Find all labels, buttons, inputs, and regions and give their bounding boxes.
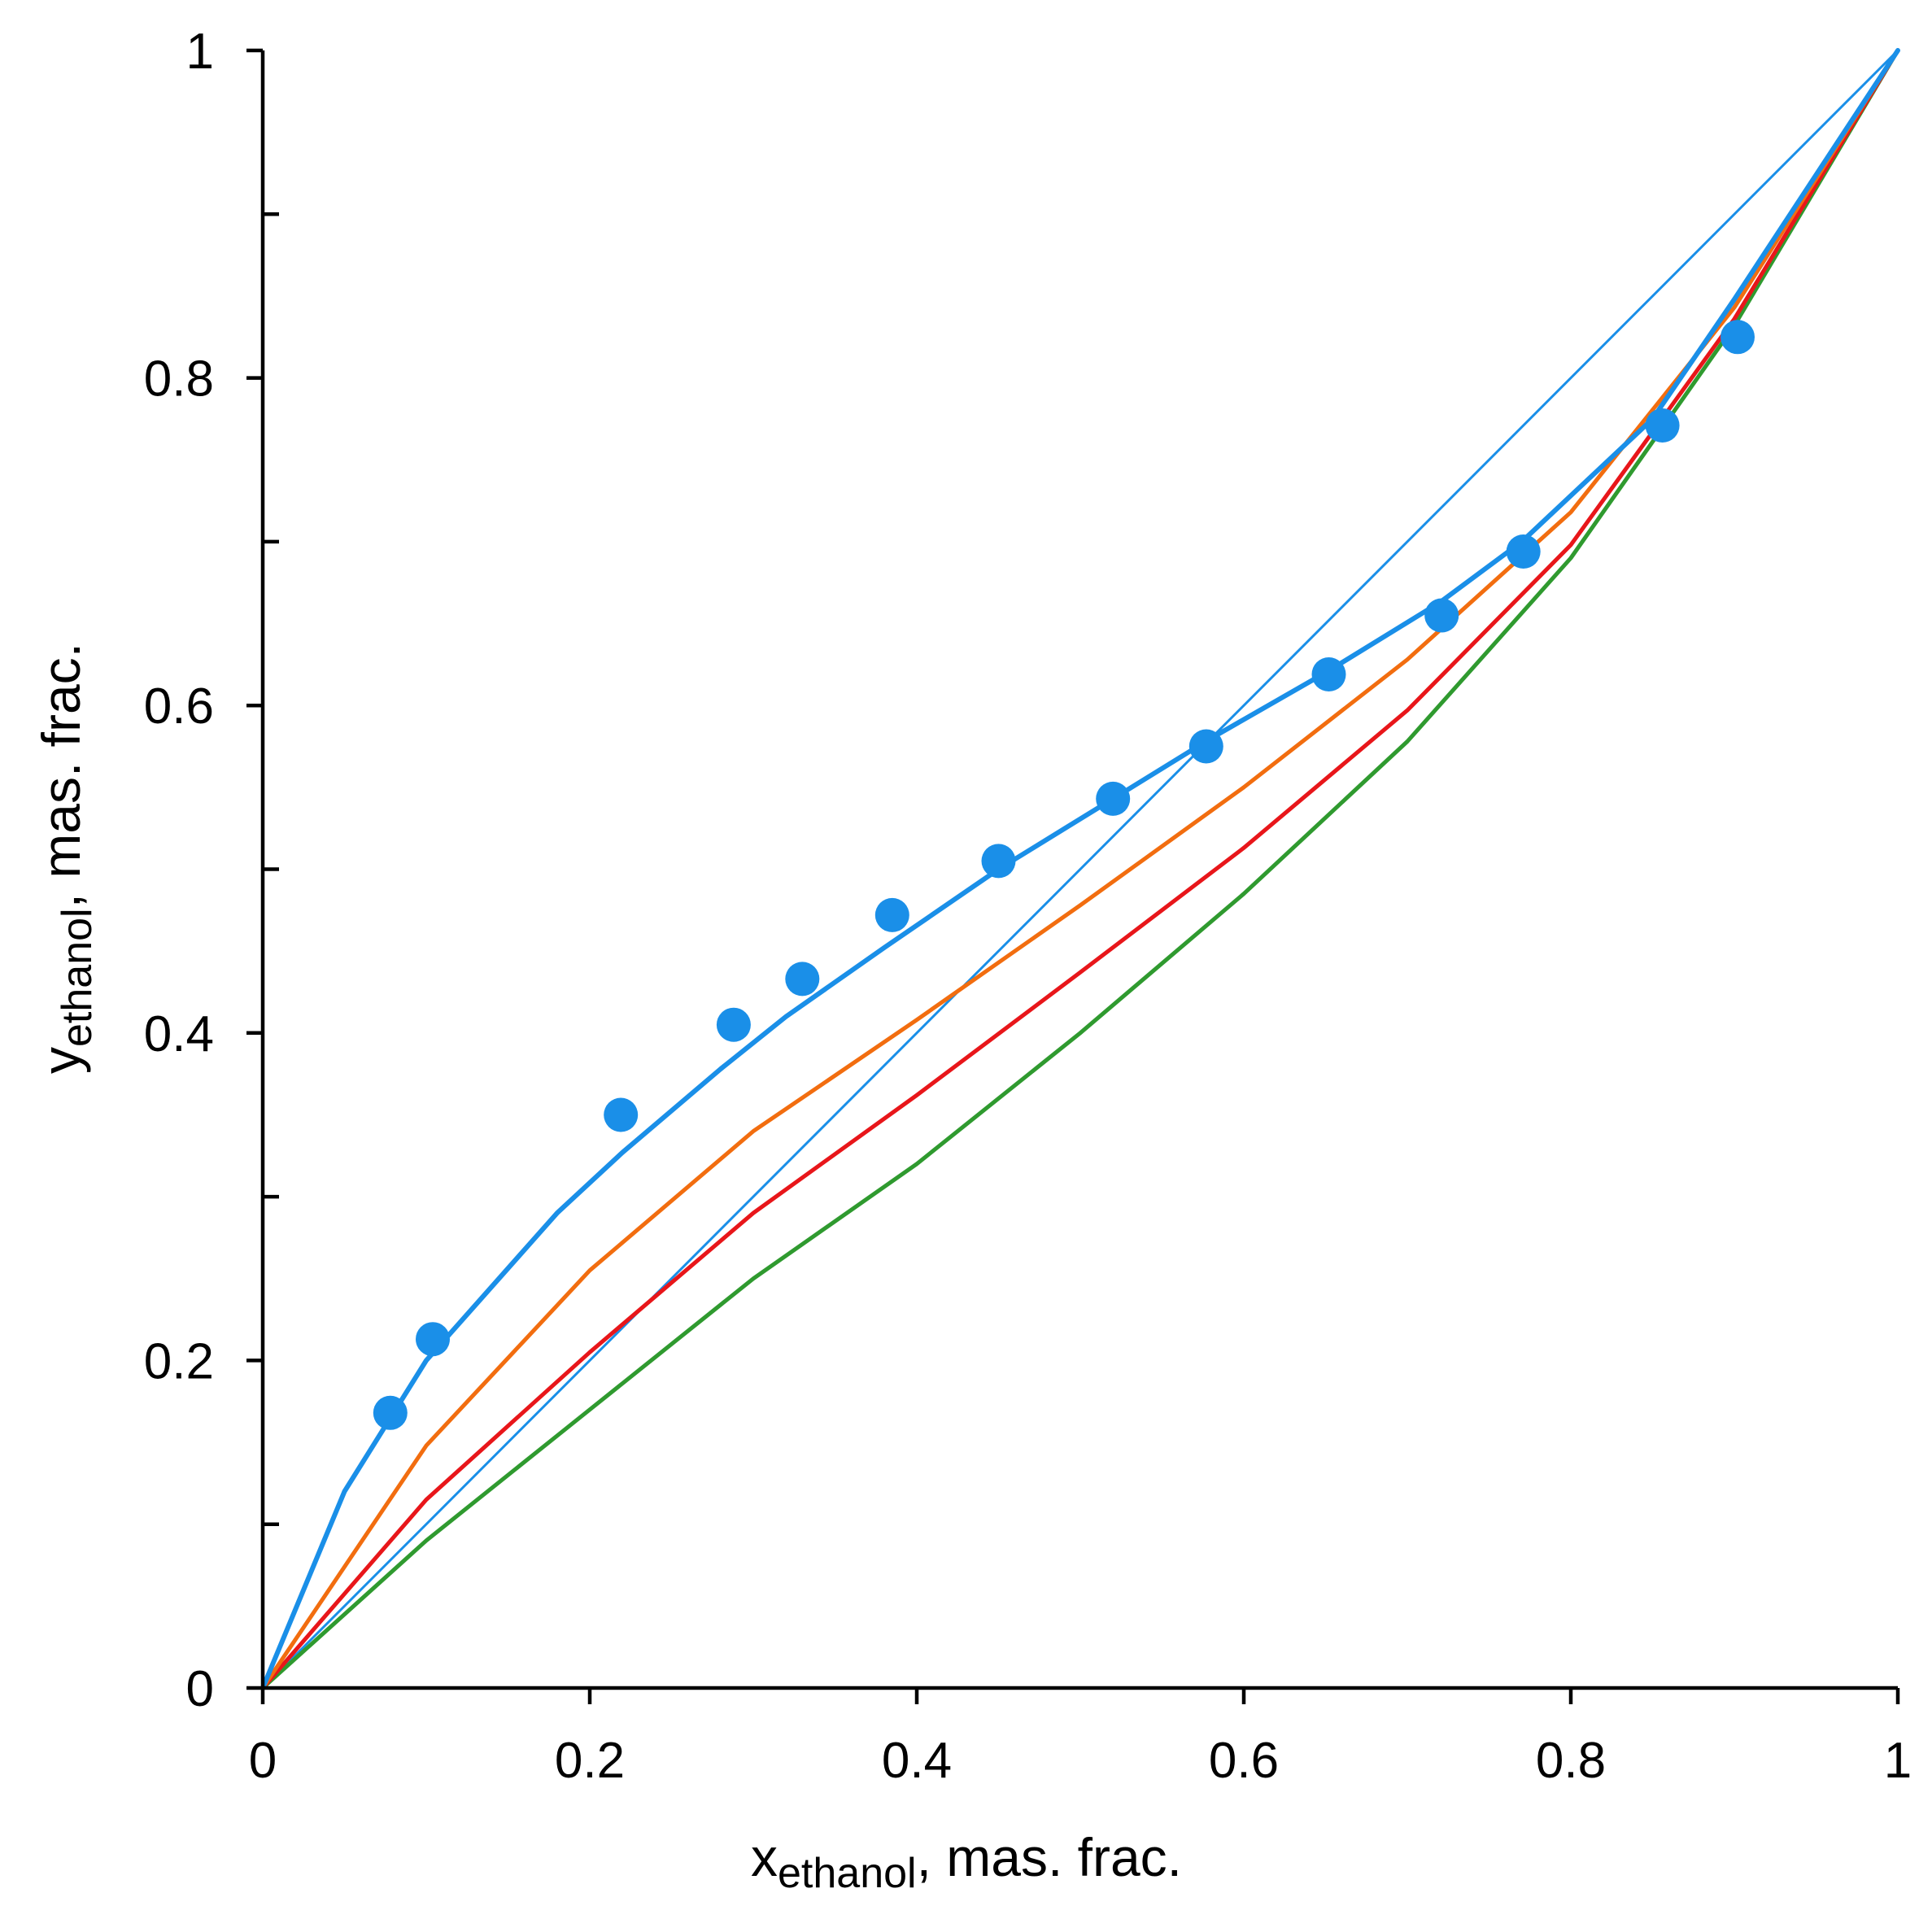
x-axis-title-main: x bbox=[751, 1827, 778, 1887]
data-point-9 bbox=[1311, 657, 1346, 691]
y-tick-label: 0.4 bbox=[144, 1006, 214, 1062]
y-axis-title-main: y bbox=[31, 1047, 91, 1074]
data-point-12 bbox=[1645, 408, 1680, 443]
series-layer bbox=[260, 48, 1900, 1690]
data-point-1 bbox=[416, 1322, 450, 1357]
x-axis-title-suffix: , mas. frac. bbox=[917, 1827, 1182, 1887]
data-point-2 bbox=[604, 1097, 639, 1132]
series-line-0 bbox=[261, 49, 1899, 1690]
data-point-10 bbox=[1424, 598, 1459, 633]
data-point-8 bbox=[1188, 729, 1223, 764]
data-point-3 bbox=[716, 1007, 751, 1042]
y-axis-title-subscript: ethanol bbox=[54, 908, 101, 1047]
x-tick-label: 0.2 bbox=[555, 1733, 625, 1789]
x-axis-title-subscript: ethanol bbox=[778, 1850, 917, 1897]
data-point-7 bbox=[1096, 781, 1131, 816]
x-tick-label: 0.6 bbox=[1209, 1733, 1279, 1789]
y-axis-title: yethanol, mas. frac. bbox=[31, 643, 101, 1074]
data-point-5 bbox=[874, 897, 909, 932]
data-point-0 bbox=[373, 1395, 408, 1430]
x-axis-title: xethanol, mas. frac. bbox=[751, 1827, 1182, 1897]
x-tick-label: 1 bbox=[1884, 1733, 1912, 1789]
data-point-4 bbox=[785, 962, 820, 997]
x-tick-label: 0.8 bbox=[1536, 1733, 1606, 1789]
series-line-2 bbox=[260, 48, 1900, 1690]
axes bbox=[246, 48, 1900, 1704]
y-tick-label: 1 bbox=[186, 24, 214, 80]
y-tick-label: 0.2 bbox=[144, 1333, 214, 1389]
y-tick-label: 0 bbox=[186, 1661, 214, 1717]
data-point-11 bbox=[1506, 534, 1541, 569]
y-tick-label: 0.8 bbox=[144, 351, 214, 408]
data-point-6 bbox=[981, 844, 1016, 879]
series-line-1 bbox=[260, 48, 1900, 1690]
data-point-13 bbox=[1720, 320, 1755, 355]
y-axis-title-suffix: , mas. frac. bbox=[31, 643, 91, 908]
x-tick-label: 0 bbox=[249, 1733, 277, 1789]
labels: 0 0.2 0.4 0.6 0.8 1 0 0.2 0.4 0.6 0.8 1 bbox=[144, 24, 1912, 1789]
y-tick-label: 0.6 bbox=[144, 678, 214, 735]
x-tick-label: 0.4 bbox=[882, 1733, 952, 1789]
